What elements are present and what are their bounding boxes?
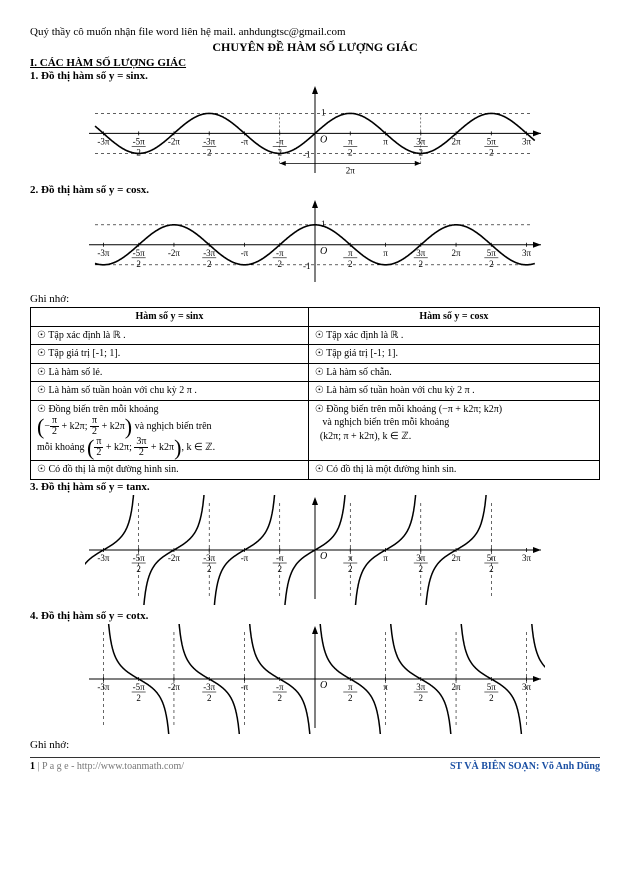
graph-sin: O1-1-3π-5π2-2π-3π2-π-π2π2π3π22π5π23π2π bbox=[30, 84, 600, 182]
graph-cot: O-3π-5π2-2π-3π2-π-π2π2π3π22π5π23π bbox=[30, 624, 600, 737]
svg-text:-5π: -5π bbox=[133, 682, 145, 692]
section-heading: I. CÁC HÀM SỐ LƯỢNG GIÁC bbox=[30, 57, 600, 69]
cell: ☉ Là hàm số chẵn. bbox=[308, 363, 599, 382]
svg-text:2: 2 bbox=[419, 693, 424, 703]
svg-text:O: O bbox=[320, 246, 327, 257]
footer-left: 1 | P a g e - http://www.toanmath.com/ bbox=[30, 761, 184, 772]
svg-text:3π: 3π bbox=[522, 248, 532, 258]
svg-text:2: 2 bbox=[419, 259, 424, 269]
subhead-2: 2. Đồ thị hàm số y = cosx. bbox=[30, 184, 600, 196]
footer: 1 | P a g e - http://www.toanmath.com/ S… bbox=[30, 757, 600, 772]
svg-text:π: π bbox=[383, 136, 388, 146]
svg-text:2: 2 bbox=[489, 693, 494, 703]
svg-text:-5π: -5π bbox=[133, 136, 145, 146]
svg-text:1: 1 bbox=[321, 107, 326, 117]
graph-cos: O1-1-3π-5π2-2π-3π2-π-π2π2π3π22π5π23π bbox=[30, 198, 600, 291]
cell: ☉ Là hàm số lẻ. bbox=[31, 363, 309, 382]
cell: ☉ Có đồ thị là một đường hình sin. bbox=[31, 461, 309, 480]
svg-text:π: π bbox=[383, 553, 388, 563]
subhead-4: 4. Đồ thị hàm số y = cotx. bbox=[30, 610, 600, 622]
cell: ☉ Tập xác định là ℝ . bbox=[31, 326, 309, 345]
cell-sin-monotone: ☉ Đồng biến trên mỗi khoảng (−π2 + k2π; … bbox=[31, 400, 309, 461]
doc-title: CHUYÊN ĐỀ HÀM SỐ LƯỢNG GIÁC bbox=[30, 40, 600, 55]
svg-text:-3π: -3π bbox=[97, 553, 109, 563]
svg-text:O: O bbox=[320, 134, 327, 145]
svg-text:-π: -π bbox=[241, 136, 249, 146]
svg-text:-π: -π bbox=[241, 553, 249, 563]
svg-text:O: O bbox=[320, 680, 327, 691]
svg-text:3π: 3π bbox=[416, 682, 426, 692]
svg-text:2π: 2π bbox=[346, 165, 356, 175]
svg-text:π: π bbox=[348, 136, 353, 146]
svg-text:2: 2 bbox=[207, 147, 212, 157]
svg-text:2: 2 bbox=[419, 147, 424, 157]
cell: ☉ Là hàm số tuần hoàn với chu kỳ 2 π . bbox=[308, 382, 599, 401]
svg-text:5π: 5π bbox=[487, 248, 497, 258]
footer-right: ST VÀ BIÊN SOẠN: Võ Anh Dũng bbox=[450, 761, 600, 772]
cell: ☉ Tập xác định là ℝ . bbox=[308, 326, 599, 345]
subhead-3: 3. Đồ thị hàm số y = tanx. bbox=[30, 481, 600, 493]
svg-text:2: 2 bbox=[348, 259, 353, 269]
graph-tan: O-3π-5π2-2π-3π2-π-π2π2π3π22π5π23π bbox=[30, 495, 600, 608]
subhead-1: 1. Đồ thị hàm số y = sinx. bbox=[30, 70, 600, 82]
svg-text:2: 2 bbox=[136, 147, 141, 157]
th-sin: Hàm số y = sinx bbox=[31, 308, 309, 327]
svg-text:π: π bbox=[348, 682, 353, 692]
svg-text:2π: 2π bbox=[452, 136, 462, 146]
svg-text:-π: -π bbox=[241, 248, 249, 258]
note-label-2: Ghi nhớ: bbox=[30, 739, 600, 751]
note-label-1: Ghi nhớ: bbox=[30, 293, 600, 305]
svg-text:-2π: -2π bbox=[168, 553, 180, 563]
cell-cos-monotone: ☉ Đồng biến trên mỗi khoảng (−π + k2π; k… bbox=[308, 400, 599, 461]
svg-text:π: π bbox=[348, 248, 353, 258]
svg-text:2: 2 bbox=[277, 693, 282, 703]
svg-text:2: 2 bbox=[136, 693, 141, 703]
svg-text:2: 2 bbox=[348, 693, 353, 703]
comparison-table: Hàm số y = sinx Hàm số y = cosx ☉ Tập xá… bbox=[30, 307, 600, 480]
svg-text:2: 2 bbox=[348, 147, 353, 157]
svg-text:3π: 3π bbox=[522, 136, 532, 146]
cell: ☉ Tập giá trị [-1; 1]. bbox=[308, 345, 599, 364]
header-note: Quý thầy cô muốn nhận file word liên hệ … bbox=[30, 26, 600, 38]
svg-text:-2π: -2π bbox=[168, 248, 180, 258]
cell: ☉ Có đồ thị là một đường hình sin. bbox=[308, 461, 599, 480]
svg-text:5π: 5π bbox=[487, 682, 497, 692]
svg-text:2π: 2π bbox=[452, 248, 462, 258]
cell: ☉ Là hàm số tuần hoàn với chu kỳ 2 π . bbox=[31, 382, 309, 401]
svg-text:3π: 3π bbox=[416, 248, 426, 258]
svg-text:3π: 3π bbox=[522, 553, 532, 563]
svg-text:-π: -π bbox=[276, 248, 284, 258]
svg-text:5π: 5π bbox=[487, 136, 497, 146]
svg-text:-1: -1 bbox=[303, 261, 311, 271]
svg-text:-π: -π bbox=[276, 682, 284, 692]
svg-text:π: π bbox=[383, 248, 388, 258]
svg-text:2: 2 bbox=[207, 259, 212, 269]
svg-text:2: 2 bbox=[489, 147, 494, 157]
svg-text:2: 2 bbox=[136, 259, 141, 269]
cell: ☉ Tập giá trị [-1; 1]. bbox=[31, 345, 309, 364]
svg-text:O: O bbox=[320, 551, 327, 562]
th-cos: Hàm số y = cosx bbox=[308, 308, 599, 327]
svg-text:2: 2 bbox=[489, 259, 494, 269]
svg-text:-1: -1 bbox=[303, 149, 311, 159]
svg-text:2: 2 bbox=[207, 693, 212, 703]
svg-text:2: 2 bbox=[277, 147, 282, 157]
svg-text:-3π: -3π bbox=[203, 136, 215, 146]
svg-text:2: 2 bbox=[277, 259, 282, 269]
svg-text:2π: 2π bbox=[452, 553, 462, 563]
svg-text:-3π: -3π bbox=[97, 248, 109, 258]
svg-text:-3π: -3π bbox=[203, 682, 215, 692]
